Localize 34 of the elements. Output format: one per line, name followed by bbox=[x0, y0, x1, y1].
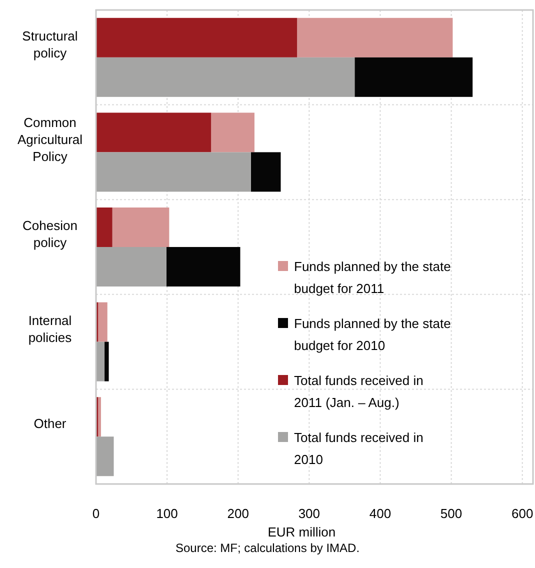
bar bbox=[96, 18, 298, 58]
x-tick-label: 600 bbox=[511, 506, 534, 521]
bar bbox=[104, 342, 109, 382]
bar bbox=[297, 18, 453, 58]
bar bbox=[250, 152, 281, 192]
bar bbox=[112, 208, 170, 247]
x-tick-label: 200 bbox=[227, 506, 249, 521]
y-tick-label: Structural policy bbox=[22, 28, 78, 61]
bar bbox=[96, 436, 114, 476]
x-tick-label: 500 bbox=[440, 506, 462, 521]
y-tick-label: Internal policies bbox=[28, 313, 72, 346]
bar bbox=[98, 302, 108, 342]
x-tick-label: 100 bbox=[156, 506, 178, 521]
bar bbox=[98, 397, 101, 437]
legend-label: Total funds received in 2010 bbox=[294, 430, 424, 467]
y-tick-label: Other bbox=[34, 416, 67, 432]
y-tick-label: Common Agricultural Policy bbox=[17, 115, 83, 164]
legend-label: Funds planned by the state budget for 2011 bbox=[294, 259, 451, 296]
legend-label: Total funds received in 2011 (Jan. – Aug.) bbox=[294, 373, 424, 410]
bar bbox=[96, 208, 112, 247]
x-axis-title: EUR million bbox=[268, 524, 336, 540]
x-tick-label: 0 bbox=[92, 506, 100, 521]
bar bbox=[96, 152, 251, 192]
bar bbox=[166, 247, 240, 286]
source-note: Source: MF; calculations by IMAD. bbox=[175, 541, 360, 555]
bar bbox=[96, 247, 166, 286]
bar bbox=[211, 112, 254, 152]
x-tick-label: 300 bbox=[298, 506, 320, 521]
legend-label: Funds planned by the state budget for 2010 bbox=[294, 316, 451, 353]
x-tick-label: 400 bbox=[369, 506, 392, 521]
y-tick-label: Cohesion policy bbox=[22, 218, 78, 251]
bar bbox=[354, 57, 473, 97]
bar bbox=[96, 112, 212, 152]
bar bbox=[96, 57, 355, 97]
